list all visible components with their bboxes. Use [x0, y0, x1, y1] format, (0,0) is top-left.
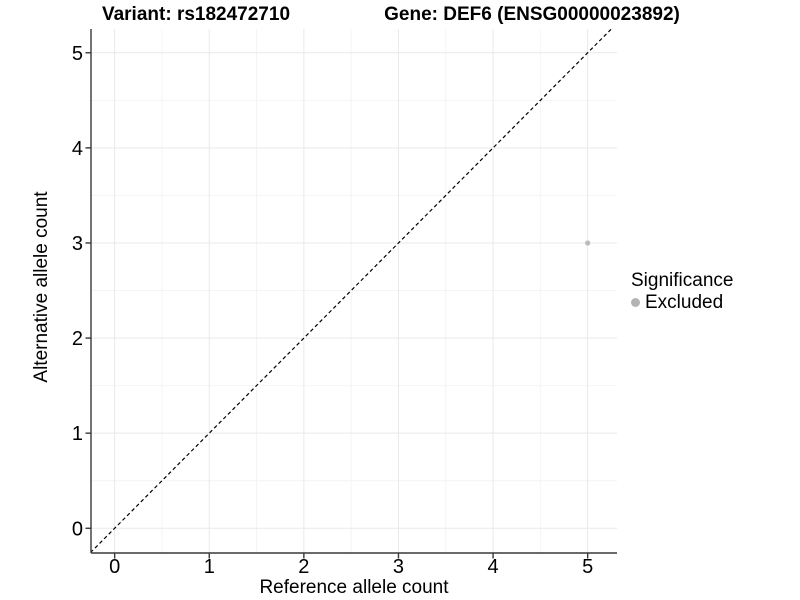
- x-tick-label: 3: [393, 556, 404, 578]
- variant-title: Variant: rs182472710: [101, 4, 291, 25]
- y-tick-label: 4: [72, 138, 83, 160]
- y-tick-label: 2: [72, 328, 83, 350]
- legend: Significance Excluded: [631, 270, 734, 314]
- gene-title: Gene: DEF6 (ENSG00000023892): [384, 4, 680, 25]
- x-tick-label: 2: [298, 556, 309, 578]
- legend-title: Significance: [631, 270, 734, 291]
- legend-circle-marker-icon: [631, 298, 640, 308]
- y-tick-label: 5: [72, 43, 83, 65]
- y-tick-label: 3: [72, 233, 83, 255]
- data-point: [585, 240, 591, 246]
- x-tick-label: 4: [488, 556, 499, 578]
- x-tick-label: 5: [582, 556, 593, 578]
- x-axis-title: Reference allele count: [259, 577, 449, 598]
- legend-item-label: Excluded: [645, 291, 724, 313]
- y-tick-label: 1: [72, 423, 83, 445]
- x-tick-label: 0: [109, 556, 120, 578]
- legend-item: Excluded: [631, 291, 733, 314]
- identity-dashed-line: [91, 29, 613, 553]
- y-axis-title: Alternative allele count: [31, 191, 52, 383]
- y-tick-label: 0: [72, 518, 83, 540]
- x-tick-label: 1: [204, 556, 215, 578]
